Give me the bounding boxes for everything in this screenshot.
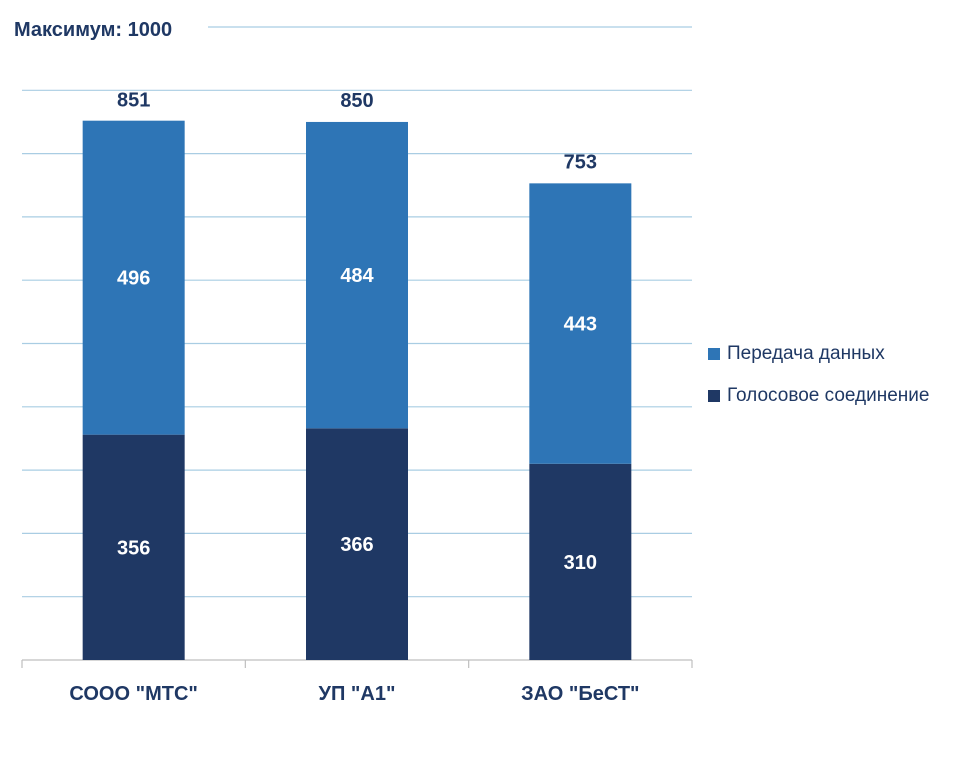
total-value-label: 850	[340, 90, 373, 112]
segment-value-label: 443	[564, 314, 597, 336]
segment-value-label: 356	[117, 537, 150, 559]
category-label: УП "А1"	[319, 683, 396, 705]
total-value-label: 753	[564, 151, 597, 173]
segment-value-label: 366	[340, 534, 373, 556]
category-label: СООО "МТС"	[69, 683, 197, 705]
bars	[82, 120, 632, 660]
bar-segment-voice	[306, 428, 408, 660]
bar-segment-data	[529, 183, 632, 464]
legend-item: Передача данных	[708, 342, 929, 366]
x-axis	[21, 659, 693, 668]
legend-item: Голосовое соединение	[708, 384, 929, 408]
data-labels: 356 496 851 366 484 850 310 443 753	[117, 89, 597, 574]
legend-swatch	[708, 348, 720, 360]
bar-segment-data	[306, 121, 408, 429]
segment-value-label: 484	[340, 265, 374, 287]
segment-value-label: 496	[117, 268, 150, 290]
bar-segment-voice	[529, 463, 632, 660]
legend: Передача данных Голосовое соединение	[708, 342, 929, 426]
legend-label: Передача данных	[727, 343, 885, 364]
bar-segment-voice	[82, 434, 185, 660]
category-label: ЗАО "БеСТ"	[521, 683, 639, 705]
legend-label: Голосовое соединение	[727, 385, 930, 406]
category-labels: СООО "МТС" УП "А1" ЗАО "БеСТ"	[69, 683, 639, 705]
segment-value-label: 310	[564, 552, 597, 574]
chart-title: Максимум: 1000	[14, 19, 172, 41]
total-value-label: 851	[117, 89, 150, 111]
legend-swatch	[708, 390, 720, 402]
bar-segment-data	[82, 120, 185, 435]
